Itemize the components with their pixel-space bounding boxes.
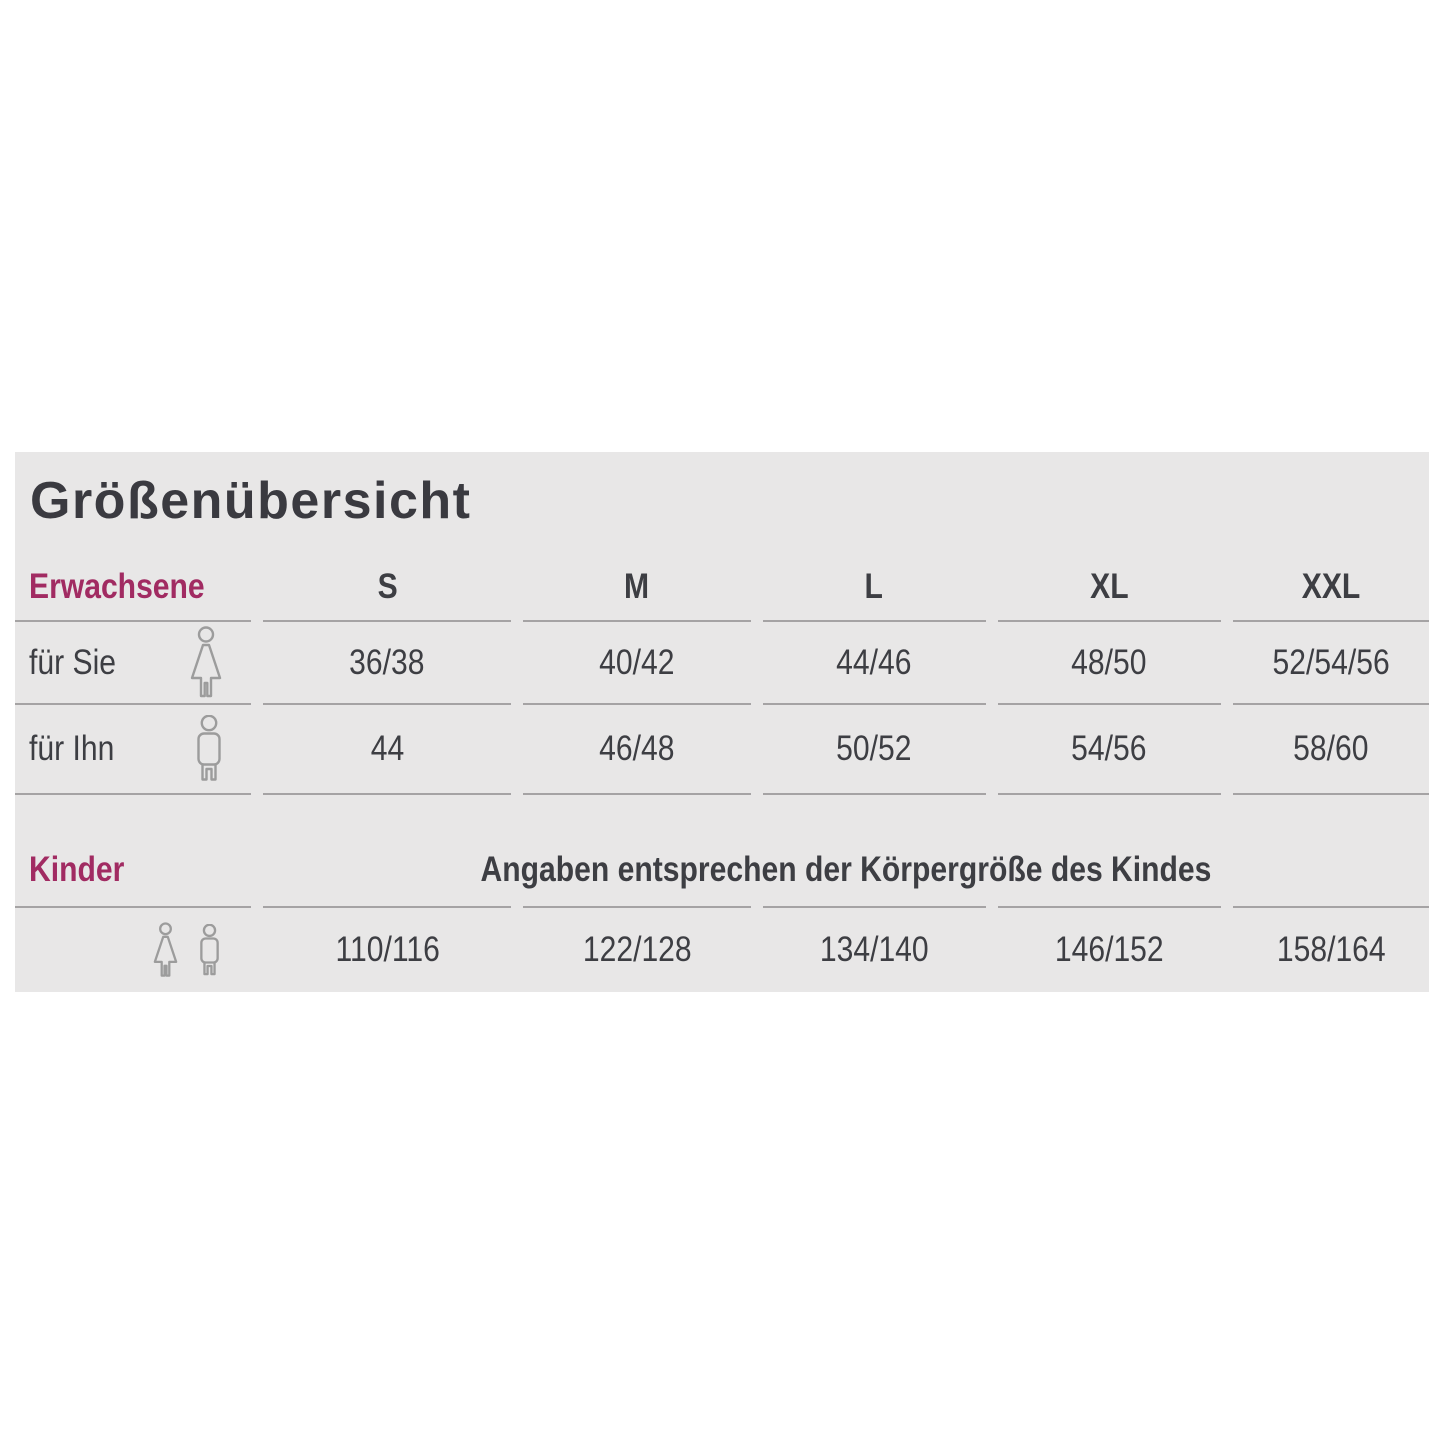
row-label-fuer-ihn: für Ihn [29, 729, 115, 768]
cell-value: 44 [370, 729, 404, 768]
cell-value: 52/54/56 [1272, 642, 1390, 682]
table-cell-children-m: 122/128 [523, 908, 750, 992]
cell-value: 48/50 [1071, 642, 1147, 682]
table-cell-children-s: 110/116 [263, 908, 511, 992]
size-column-header-label: L [864, 567, 884, 606]
woman-icon [183, 625, 229, 700]
cell-value: 134/140 [819, 930, 929, 969]
size-column-header-l: L [763, 545, 986, 620]
children-note: Angaben entsprechen der Körpergröße des … [480, 850, 1212, 889]
cell-value: 58/60 [1293, 729, 1369, 768]
size-column-header-s: S [263, 545, 511, 620]
row-separator [762, 793, 986, 795]
size-column-header-label: S [377, 567, 398, 606]
table-cell-children-xxl: 158/164 [1233, 908, 1429, 992]
row-label-fuer-sie: für Sie [29, 642, 116, 682]
row-separator [1232, 906, 1429, 908]
row-separator [523, 620, 751, 622]
row-separator [997, 703, 1221, 705]
cell-value: 122/128 [582, 930, 692, 969]
size-column-header-m: M [523, 545, 750, 620]
table-cell-women-s: 36/38 [263, 622, 511, 703]
cell-value: 50/52 [836, 729, 912, 768]
cell-value: 44/46 [836, 642, 912, 682]
size-column-header-label: XXL [1301, 567, 1361, 606]
children-section-header-cell: Kinder [15, 795, 251, 906]
row-separator [15, 620, 252, 622]
size-column-header-xxl: XXL [1233, 545, 1429, 620]
girl-icon [148, 921, 183, 979]
children-note-cell: Angaben entsprechen der Körpergröße des … [263, 795, 1429, 906]
row-separator [762, 906, 986, 908]
row-separator [15, 793, 252, 795]
size-column-header-label: XL [1090, 567, 1129, 606]
table-row-label-women: für Sie [15, 622, 251, 703]
row-separator [997, 906, 1221, 908]
row-separator [997, 620, 1221, 622]
row-separator [263, 620, 512, 622]
row-separator [523, 703, 751, 705]
man-icon [189, 715, 229, 783]
table-cell-men-xxl: 58/60 [1233, 705, 1429, 793]
row-separator [1232, 793, 1429, 795]
table-cell-children-xl: 146/152 [998, 908, 1221, 992]
page-title-cell: Größenübersicht [15, 452, 1429, 545]
row-separator [15, 906, 252, 908]
table-cell-men-xl: 54/56 [998, 705, 1221, 793]
row-separator [1232, 620, 1429, 622]
cell-value: 46/48 [599, 729, 675, 768]
row-separator [1232, 703, 1429, 705]
row-separator [762, 620, 986, 622]
table-cell-men-l: 50/52 [763, 705, 986, 793]
row-separator [523, 906, 751, 908]
children-section-label: Kinder [29, 850, 125, 889]
row-separator [263, 906, 512, 908]
row-separator [997, 793, 1221, 795]
row-separator [523, 793, 751, 795]
cell-value: 158/164 [1276, 930, 1386, 969]
size-column-header-label: M [624, 567, 650, 606]
table-cell-men-s: 44 [263, 705, 511, 793]
cell-value: 36/38 [349, 642, 425, 682]
table-row-label-men: für Ihn [15, 705, 251, 793]
row-separator [762, 703, 986, 705]
table-row-label-children [15, 908, 251, 992]
table-cell-women-xl: 48/50 [998, 622, 1221, 703]
cell-value: 110/116 [335, 930, 440, 969]
row-separator [263, 793, 512, 795]
size-chart-panel: Größenübersicht Erwachsene S M L XL XXL [15, 452, 1429, 992]
cell-value: 54/56 [1071, 729, 1147, 768]
row-separator [15, 703, 252, 705]
cell-value: 40/42 [599, 642, 675, 682]
size-column-header-xl: XL [998, 545, 1221, 620]
table-cell-women-m: 40/42 [523, 622, 750, 703]
table-cell-women-xxl: 52/54/56 [1233, 622, 1429, 703]
adults-section-label: Erwachsene [29, 567, 205, 606]
table-cell-children-l: 134/140 [763, 908, 986, 992]
cell-value: 146/152 [1054, 930, 1164, 969]
page-title: Größenübersicht [30, 471, 472, 530]
size-chart-table: Größenübersicht Erwachsene S M L XL XXL [15, 452, 1429, 992]
row-separator [263, 703, 512, 705]
table-cell-women-l: 44/46 [763, 622, 986, 703]
table-cell-men-m: 46/48 [523, 705, 750, 793]
adults-section-header-cell: Erwachsene [15, 545, 251, 620]
boy-icon [194, 923, 225, 977]
